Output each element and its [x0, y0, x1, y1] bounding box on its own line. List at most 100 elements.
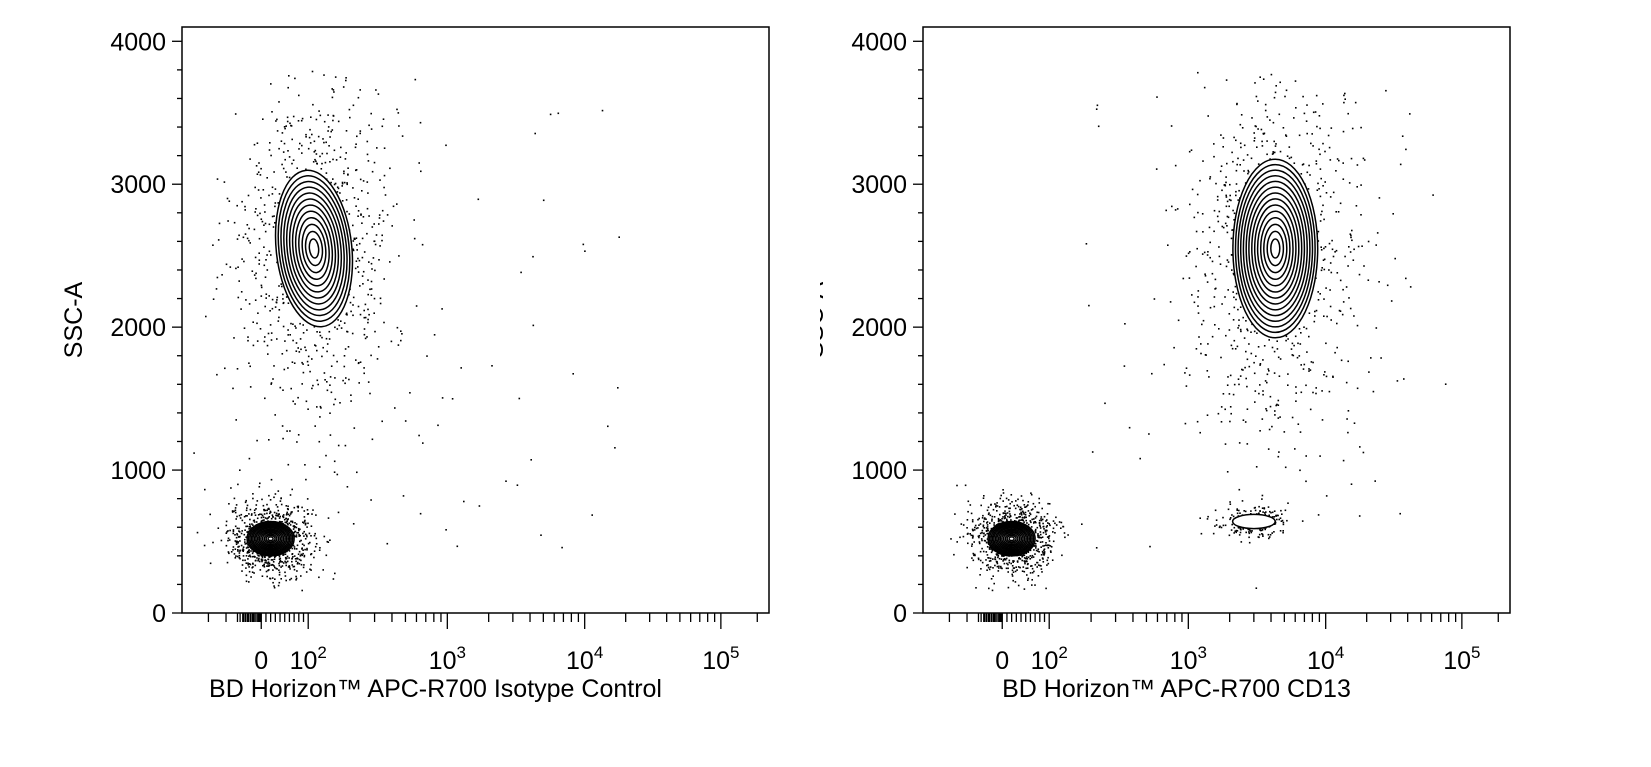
- event-dot: [1335, 249, 1338, 252]
- event-dot: [1006, 505, 1008, 508]
- event-dot: [1149, 545, 1151, 548]
- event-dot: [242, 559, 244, 562]
- event-dot: [1246, 443, 1249, 445]
- event-dot: [971, 545, 973, 547]
- event-dot: [1202, 231, 1204, 233]
- event-dot: [260, 167, 262, 170]
- event-dot: [1030, 509, 1033, 511]
- event-dot: [305, 522, 307, 525]
- event-dot: [1276, 514, 1278, 517]
- event-dot: [1006, 518, 1008, 521]
- event-dot: [294, 77, 296, 80]
- event-dot: [1257, 100, 1259, 102]
- event-dot: [279, 559, 282, 562]
- event-dot: [1002, 516, 1004, 518]
- event-dot: [1232, 319, 1235, 321]
- event-dot: [334, 377, 336, 379]
- event-dot: [986, 541, 988, 544]
- event-dot: [366, 153, 369, 156]
- event-dot: [1282, 530, 1284, 532]
- event-dot: [260, 555, 263, 557]
- event-dot: [303, 516, 306, 518]
- event-dot: [1351, 127, 1354, 130]
- event-dot: [244, 205, 246, 208]
- event-dot: [1007, 515, 1009, 518]
- event-dot: [299, 338, 302, 340]
- event-dot: [232, 529, 235, 531]
- event-dot: [995, 504, 997, 507]
- event-dot: [1262, 78, 1265, 80]
- event-dot: [1293, 162, 1296, 164]
- event-dot: [990, 527, 993, 530]
- event-dot: [316, 162, 318, 165]
- event-dot: [557, 112, 560, 115]
- event-dot: [274, 518, 277, 520]
- event-dot: [1233, 212, 1236, 215]
- event-dot: [245, 555, 248, 557]
- event-dot: [969, 504, 972, 506]
- event-dot: [426, 355, 428, 357]
- event-dot: [1323, 218, 1325, 221]
- event-dot: [353, 237, 356, 240]
- event-dot: [278, 309, 281, 311]
- event-dot: [1243, 510, 1245, 512]
- event-dot: [398, 125, 400, 127]
- event-dot: [1324, 371, 1326, 373]
- event-dot: [1004, 517, 1007, 519]
- event-dot: [1432, 194, 1434, 196]
- x-tick-exponent: 3: [456, 643, 465, 662]
- event-dot: [263, 513, 266, 515]
- event-dot: [368, 313, 370, 316]
- event-dot: [233, 221, 236, 224]
- event-dot: [1352, 259, 1355, 261]
- event-dot: [1328, 390, 1331, 393]
- event-dot: [1034, 563, 1037, 566]
- event-dot: [1034, 584, 1036, 586]
- event-dot: [243, 515, 246, 518]
- event-dot: [373, 223, 375, 225]
- event-dot: [989, 522, 991, 524]
- event-dot: [1029, 555, 1032, 557]
- event-dot: [1042, 558, 1044, 560]
- event-dot: [323, 74, 325, 76]
- event-dot: [1206, 254, 1209, 256]
- event-dot: [1315, 309, 1318, 312]
- event-dot: [996, 565, 999, 568]
- event-dot: [977, 535, 980, 538]
- event-dot: [274, 222, 276, 224]
- event-dot: [1188, 277, 1191, 279]
- event-dot: [1226, 231, 1229, 234]
- event-dot: [303, 520, 306, 523]
- event-dot: [1263, 345, 1266, 347]
- event-dot: [356, 471, 358, 474]
- event-dot: [313, 556, 315, 559]
- event-dot: [1051, 559, 1054, 561]
- event-dot: [262, 118, 264, 120]
- event-dot: [252, 550, 254, 553]
- event-dot: [360, 214, 362, 216]
- event-dot: [296, 167, 298, 169]
- event-dot: [361, 222, 363, 224]
- event-dot: [282, 514, 285, 516]
- event-dot: [505, 480, 507, 482]
- event-dot: [252, 563, 254, 565]
- event-dot: [421, 243, 424, 246]
- event-dot: [1294, 335, 1297, 338]
- event-dot: [235, 504, 238, 506]
- event-dot: [251, 571, 254, 573]
- event-dot: [1023, 517, 1026, 519]
- event-dot: [278, 520, 281, 523]
- event-dot: [212, 298, 215, 300]
- event-dot: [353, 427, 356, 429]
- event-dot: [1349, 233, 1352, 235]
- event-dot: [288, 156, 291, 158]
- event-dot: [987, 564, 989, 566]
- contour-line: [260, 530, 282, 547]
- event-dot: [284, 571, 286, 574]
- event-dot: [236, 527, 239, 530]
- event-dot: [282, 389, 284, 391]
- event-dot: [1043, 515, 1046, 518]
- event-dot: [306, 526, 308, 528]
- event-dot: [245, 574, 248, 577]
